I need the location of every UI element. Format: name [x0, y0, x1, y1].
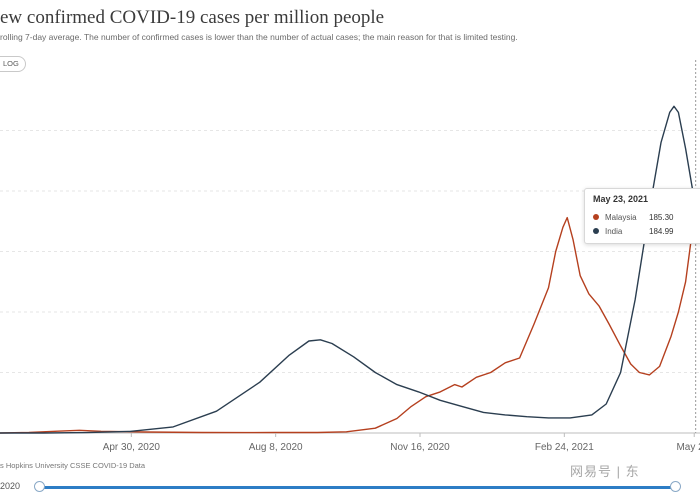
- tooltip-series-value: 185.30: [649, 212, 674, 222]
- timeline-track[interactable]: [40, 486, 676, 489]
- x-tick-label: Apr 30, 2020: [103, 442, 161, 453]
- x-tick-label: Feb 24, 2021: [535, 442, 594, 453]
- chart-tooltip: May 23, 2021 Malaysia 185.30 India 184.9…: [584, 188, 700, 244]
- timeline-start-label: 2020: [0, 481, 21, 491]
- watermark-logo: 网易号 | 东: [570, 464, 640, 479]
- tooltip-series-name: Malaysia: [605, 212, 637, 222]
- hover-marker: [692, 60, 700, 433]
- x-tick-label: May 25,: [676, 442, 700, 453]
- x-tick-label: Nov 16, 2020: [390, 442, 450, 453]
- malaysia-color-dot: [593, 214, 599, 220]
- x-tick-label: Aug 8, 2020: [249, 442, 303, 453]
- tooltip-series-name: India: [605, 226, 623, 236]
- timeline-start-handle[interactable]: [34, 481, 45, 492]
- log-scale-toggle[interactable]: LOG: [0, 56, 26, 72]
- series-line-india: [0, 105, 700, 434]
- tooltip-row-malaysia: Malaysia 185.30: [593, 210, 695, 224]
- chart-series: [0, 105, 700, 434]
- chart-subtitle: rolling 7-day average. The number of con…: [0, 32, 518, 42]
- tooltip-row-india: India 184.99: [593, 224, 695, 238]
- tooltip-date: May 23, 2021: [593, 194, 649, 204]
- timeline-end-handle[interactable]: [670, 481, 681, 492]
- tooltip-series-value: 184.99: [649, 226, 674, 236]
- series-line-malaysia: [0, 204, 700, 434]
- india-color-dot: [593, 228, 599, 234]
- data-source-note: s Hopkins University CSSE COVID-19 Data: [0, 461, 146, 470]
- chart-title: ew confirmed COVID-19 cases per million …: [0, 7, 385, 28]
- timeline-slider[interactable]: 2020: [0, 478, 700, 498]
- chart-gridlines: [0, 130, 700, 434]
- x-axis-ticks: Apr 30, 2020 Aug 8, 2020 Nov 16, 2020 Feb 2…: [103, 433, 700, 453]
